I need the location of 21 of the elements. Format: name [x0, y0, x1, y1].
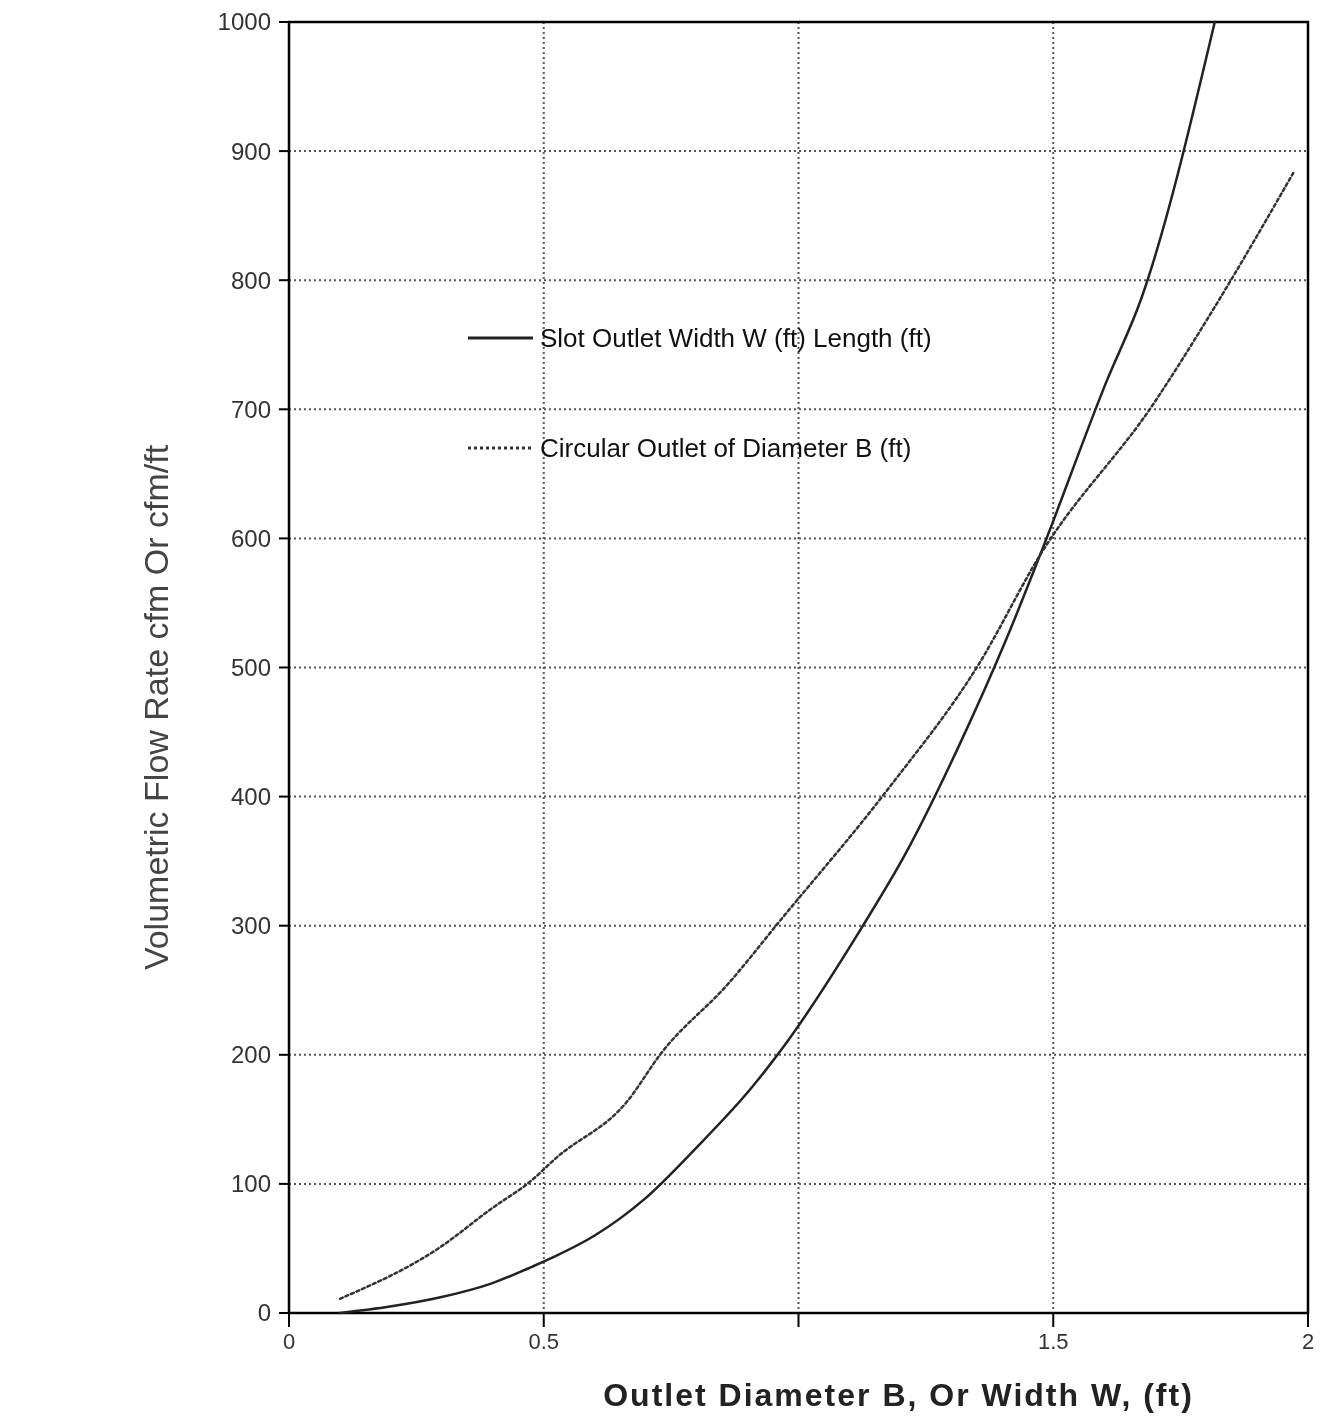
x-tick-label: 2: [1301, 1329, 1315, 1354]
y-axis-title: Volumetric Flow Rate cfm Or cfm/ft: [137, 444, 175, 971]
y-tick-label: 700: [230, 395, 271, 423]
y-tick-label: 400: [230, 783, 271, 810]
y-tick-label: 500: [230, 653, 271, 681]
y-tick-label: 800: [230, 266, 271, 294]
y-tick-label: 100: [230, 1170, 271, 1198]
line-series: [338, 171, 1295, 1301]
x-axis-title: Outlet Diameter B, Or Width W, (ft): [603, 1377, 1194, 1413]
y-tick-label: 1000: [217, 8, 271, 36]
y-tick-label: 0: [257, 1299, 271, 1327]
y-tick-label: 200: [230, 1041, 271, 1069]
legend-label: Slot Outlet Width W (ft) Length (ft): [540, 323, 932, 354]
x-tick-label: 0.5: [528, 1329, 560, 1354]
y-tick-label: 300: [230, 912, 271, 940]
y-tick-label: 600: [230, 524, 271, 552]
legend-label: Circular Outlet of Diameter B (ft): [540, 433, 912, 464]
x-tick-label: 1.5: [1037, 1329, 1069, 1354]
x-tick-label: 0: [282, 1329, 296, 1354]
y-tick-label: 900: [230, 137, 271, 165]
line-series: [338, 20, 1217, 1315]
